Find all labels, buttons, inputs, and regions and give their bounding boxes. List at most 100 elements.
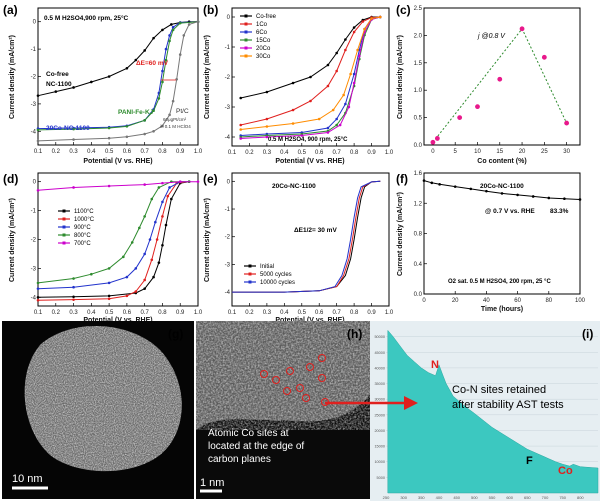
legend-marker-d — [62, 241, 66, 245]
series-point-d — [196, 180, 200, 183]
y-tick-label-b: -2 — [225, 75, 231, 81]
series-line-a — [37, 21, 199, 142]
series-point-a — [36, 139, 40, 143]
x-tick-label-i: 450 — [453, 495, 460, 500]
series-point-d — [178, 180, 182, 183]
legend-e: Initial 5000 cycles 10000 cycles — [244, 264, 295, 286]
series-point-a — [164, 58, 168, 62]
plot-frame-c — [423, 7, 581, 146]
x-tick-label-e: 0.5 — [298, 310, 307, 316]
series-line-d — [37, 181, 190, 301]
series-point-b — [239, 128, 243, 131]
y-tick-label-a: 0 — [33, 20, 37, 26]
legend-marker-e — [248, 280, 252, 284]
series-point-d — [107, 184, 111, 188]
annotation-c: j @0.8 V — [477, 33, 506, 40]
series-point-d — [72, 186, 75, 189]
legend-label-d: 1100°C — [74, 209, 94, 215]
y-tick-label-i: 20000 — [374, 429, 385, 433]
series-point-f — [430, 181, 434, 185]
x-tick-label-f: 100 — [575, 298, 586, 304]
series-point-b — [265, 90, 269, 94]
series-curves-f — [422, 179, 582, 201]
axis-ticks-i: 5000 10000 15000 20000 25000 30000 35000 40000 4… — [374, 335, 584, 500]
x-tick-label-b: 0.6 — [315, 150, 324, 156]
panel-a: (a) 0.1 0.2 0.3 0.4 0.5 0.6 0.7 0.8 0.9 1.0 -4 -3 -2… — [3, 3, 203, 165]
y-tick-label-d: -2 — [31, 238, 37, 244]
series-point-b — [335, 51, 338, 55]
series-point-a — [178, 21, 182, 25]
series-point-a — [168, 39, 171, 43]
series-point-f — [531, 195, 535, 198]
y-tick-label-i: 15000 — [374, 445, 385, 449]
series-point-a — [171, 28, 175, 32]
panel-h: (h) Atomic Co sites at located at the ed… — [196, 321, 370, 499]
legend-label-e: Initial — [260, 264, 274, 270]
legend-marker-e — [248, 264, 252, 268]
scatter-points-c — [430, 26, 570, 145]
series-line-a — [37, 21, 198, 97]
x-tick-label-c: 20 — [519, 149, 526, 155]
legend-label-b: 30Co — [256, 54, 271, 60]
y-tick-label-d: -3 — [31, 266, 37, 272]
series-point-b — [326, 63, 330, 67]
legend-marker-d — [62, 233, 66, 237]
legend-marker-b — [244, 30, 248, 34]
peak-f-i: F — [526, 455, 533, 467]
series-point-d — [161, 243, 164, 247]
data-point-c — [457, 115, 463, 120]
y-tick-label-e: -4 — [225, 290, 231, 296]
series-point-a — [72, 86, 75, 89]
y-tick-label-b: -3 — [225, 105, 231, 111]
y-tick-label-f: 0.4 — [414, 262, 423, 268]
series-point-b — [335, 117, 338, 121]
panel-f-label: (f) — [396, 172, 408, 186]
series-point-b — [239, 123, 243, 127]
y-tick-label-b: -4 — [225, 135, 231, 141]
y-axis-label-d: Current density (mA/cm²) — [9, 198, 16, 282]
legend-label-b: 1Co — [256, 22, 268, 28]
series-point-a — [168, 34, 171, 37]
series-point-b — [335, 69, 338, 73]
x-tick-label-e: 0.7 — [332, 310, 341, 316]
series-point-d — [122, 255, 125, 259]
series-point-b — [352, 26, 356, 29]
co-site-marker — [318, 354, 326, 362]
ptc-label-a: Pt/C — [176, 108, 189, 115]
x-axis-label-c: Co content (%) — [477, 158, 526, 165]
x-tick-label-a: 0.6 — [123, 149, 132, 155]
series-point-d — [143, 278, 146, 282]
series-point-a — [36, 94, 40, 97]
series-point-a — [152, 36, 155, 40]
cofree-line2-a: NC-1100 — [46, 81, 72, 88]
plot-frame-f — [423, 172, 581, 295]
series-point-d — [72, 295, 75, 299]
y-tick-label-i: 45000 — [374, 351, 385, 355]
y-tick-label-e: -1 — [225, 207, 231, 213]
legend-label-d: 700°C — [74, 241, 91, 247]
axis-ticks-c: 0 5 10 15 20 25 30 0.0 0.5 1.0 1.5 2.0 2.5 — [414, 6, 571, 155]
y-tick-label-f: 0.0 — [414, 292, 423, 298]
y-tick-label-i: 35000 — [374, 382, 385, 386]
co-site-marker — [302, 394, 310, 402]
title-f: 20Co-NC-1100 — [480, 183, 524, 190]
series-point-a — [143, 49, 146, 52]
x-tick-label-d: 0.5 — [105, 310, 114, 316]
series-line-d — [37, 181, 190, 284]
y-axis-label-f: Current density (mA/cm²) — [397, 192, 404, 276]
y-axis-label-a: Current density (mA/cm²) — [9, 35, 16, 119]
series-point-b — [265, 135, 269, 139]
x-tick-label-b: 0.7 — [332, 150, 341, 156]
scale-text-g: 10 nm — [12, 473, 43, 485]
series-point-b — [342, 93, 345, 97]
legend-marker-d — [62, 225, 66, 229]
carbon-texture-h — [196, 321, 370, 430]
panel-i: 5000 10000 15000 20000 25000 30000 35000 40000 4… — [370, 321, 600, 501]
caption-line2-i: after stability AST tests — [452, 399, 564, 411]
co-site-markers-h — [260, 354, 329, 406]
series-point-a — [152, 109, 155, 113]
y-tick-label-a: -1 — [31, 47, 37, 53]
legend-marker-b — [244, 14, 248, 18]
x-tick-label-c: 10 — [474, 149, 481, 155]
